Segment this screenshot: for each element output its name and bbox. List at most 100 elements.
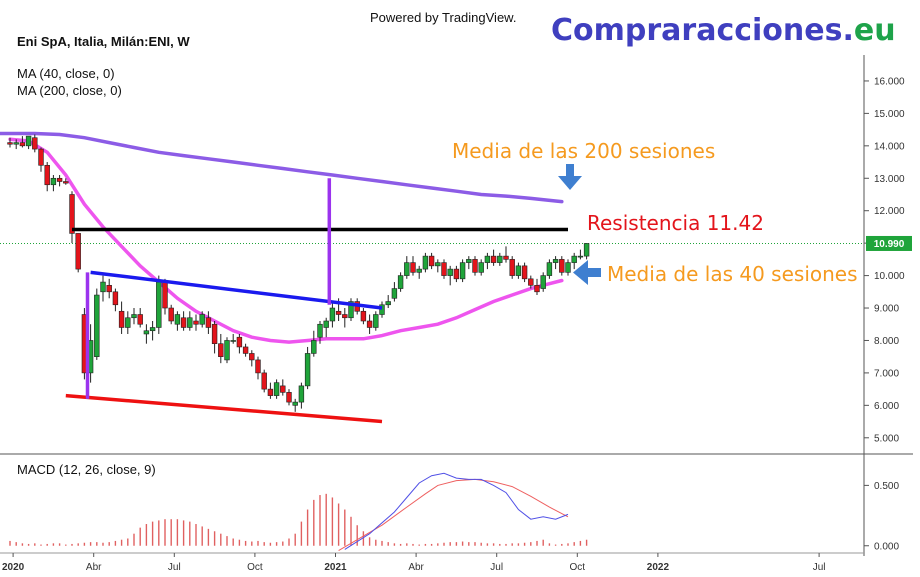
- time-tick-label: 2022: [647, 562, 670, 573]
- brand-name: Compraracciones.eu: [551, 13, 896, 48]
- candle: [63, 178, 69, 185]
- candle: [459, 259, 466, 283]
- candle-body: [391, 288, 398, 299]
- candle-body: [552, 259, 559, 263]
- candle-body: [242, 346, 249, 354]
- candle: [106, 278, 112, 299]
- candle: [180, 311, 187, 331]
- candle: [25, 135, 32, 150]
- candle-body: [441, 262, 447, 276]
- candle-body: [50, 177, 57, 186]
- candle-body: [335, 310, 342, 315]
- candle: [323, 317, 329, 338]
- candle-body: [118, 310, 125, 328]
- candle-body: [329, 307, 336, 322]
- time-tick-label: 2020: [2, 562, 25, 573]
- candle-body: [56, 177, 63, 182]
- candle-body: [410, 262, 416, 273]
- candle-body: [261, 372, 267, 390]
- candle-body: [422, 255, 429, 270]
- candle: [44, 162, 50, 192]
- candle: [317, 321, 323, 344]
- candlestick-series: [7, 134, 590, 412]
- last-price-value: 10.990: [874, 239, 905, 250]
- candle-body: [218, 343, 224, 357]
- candle-body: [125, 317, 131, 328]
- candle-body: [571, 255, 577, 263]
- candle: [94, 288, 100, 360]
- candle: [50, 175, 57, 192]
- candle-body: [404, 262, 410, 276]
- powered-by-label[interactable]: Powered by TradingView.: [370, 10, 516, 25]
- candle: [218, 333, 224, 364]
- candle-body: [249, 353, 255, 361]
- ma200-line: [0, 131, 564, 204]
- candle: [447, 265, 453, 286]
- candle-body: [466, 259, 472, 263]
- candle: [56, 175, 63, 187]
- candle-body: [447, 268, 453, 276]
- candle-body: [224, 340, 230, 361]
- candle-body: [528, 278, 534, 286]
- candle: [100, 275, 106, 302]
- symbol-title: Eni SpA, Italia, Milán:ENI, W: [17, 34, 190, 49]
- candle: [472, 256, 478, 276]
- candle: [298, 382, 305, 409]
- candle: [552, 256, 559, 270]
- brand-dot: .: [842, 13, 853, 48]
- candle: [131, 308, 137, 325]
- candle: [373, 311, 379, 331]
- candle: [168, 304, 174, 325]
- candle-body: [379, 304, 385, 315]
- brand-main: Compraracciones: [551, 13, 842, 48]
- candle-body: [428, 255, 435, 267]
- candle: [69, 191, 75, 244]
- candle-body: [100, 281, 106, 293]
- candle-body: [63, 181, 69, 184]
- candle-body: [521, 265, 528, 280]
- ma200-legend[interactable]: MA (200, close, 0): [17, 83, 122, 98]
- macd-line: [344, 472, 569, 550]
- candle-body: [94, 294, 100, 357]
- candle: [521, 262, 528, 283]
- candle: [199, 311, 205, 328]
- ma40-legend[interactable]: MA (40, close, 0): [17, 66, 115, 81]
- candle: [280, 379, 286, 396]
- candle: [410, 256, 416, 276]
- brand-logo[interactable]: Compraracciones.eu: [551, 13, 896, 48]
- last-price-badge: 10.990: [866, 235, 912, 251]
- channel-top-line: [90, 270, 383, 310]
- candle: [249, 350, 255, 367]
- candle: [193, 314, 199, 331]
- candle-body: [32, 137, 38, 150]
- candle-body: [453, 268, 460, 280]
- price-tick-label: 8.000: [874, 336, 899, 347]
- candle-body: [416, 268, 422, 273]
- candle-body: [143, 330, 150, 335]
- candle-body: [484, 255, 491, 263]
- candle: [125, 311, 131, 334]
- macd-tick-label: 0.500: [874, 481, 899, 492]
- price-axis-ticks: 5.0006.0007.0008.0009.00010.00011.00012.…: [864, 76, 905, 444]
- candle-body: [174, 314, 181, 325]
- candle-body: [459, 262, 466, 280]
- candle-body: [180, 317, 187, 328]
- price-tick-label: 16.000: [874, 76, 905, 87]
- candle: [583, 243, 590, 260]
- macd-signal-line: [338, 478, 569, 552]
- price-tick-label: 6.000: [874, 401, 899, 412]
- candle: [13, 139, 19, 150]
- candle: [211, 321, 218, 354]
- macd-legend[interactable]: MACD (12, 26, close, 9): [17, 462, 156, 477]
- candle: [342, 308, 348, 328]
- candle-body: [106, 285, 112, 293]
- candle-body: [273, 382, 280, 396]
- candle: [261, 369, 267, 393]
- candle-body: [168, 307, 174, 322]
- last-price-badge-bg: [866, 235, 912, 251]
- candle-body: [7, 142, 13, 145]
- ma40-line: [8, 137, 564, 344]
- candle-body: [149, 327, 156, 332]
- candle-body: [360, 310, 367, 322]
